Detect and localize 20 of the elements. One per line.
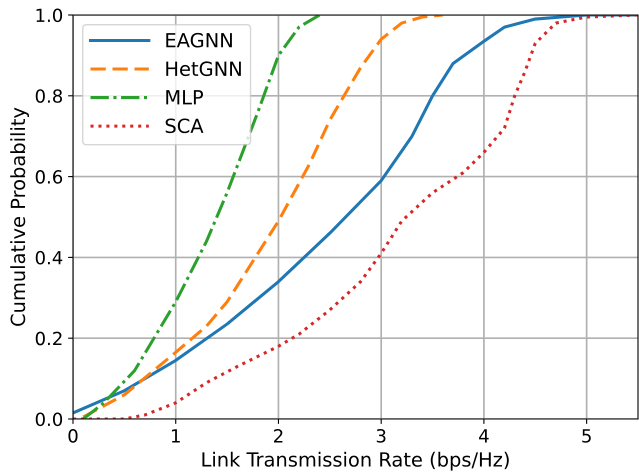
y-tick-label: 0.0 xyxy=(36,412,62,426)
y-tick-label: 0.8 xyxy=(36,89,62,103)
x-axis-title: Link Transmission Rate (bps/Hz) xyxy=(202,452,509,471)
legend-label: HetGNN xyxy=(166,61,241,76)
y-tick-label: 0.4 xyxy=(36,250,62,265)
y-axis-title: Cumulative Probability xyxy=(10,108,30,326)
legend-label: EAGNN xyxy=(166,32,232,48)
legend-label: MLP xyxy=(166,90,204,104)
x-tick-label: 0 xyxy=(68,429,78,443)
legend-label: SCA xyxy=(166,118,204,134)
line-series xyxy=(82,15,322,419)
y-tick-label: 0.2 xyxy=(36,332,62,346)
x-tick-label: 1 xyxy=(172,429,180,442)
y-tick-label: 0.6 xyxy=(36,170,62,184)
x-tick-label: 4 xyxy=(479,429,489,442)
x-tick-label: 3 xyxy=(376,429,386,443)
line-series xyxy=(82,15,444,419)
x-tick-label: 5 xyxy=(582,429,591,443)
x-tick-label: 2 xyxy=(274,429,282,442)
y-tick-label: 1.0 xyxy=(36,8,62,22)
